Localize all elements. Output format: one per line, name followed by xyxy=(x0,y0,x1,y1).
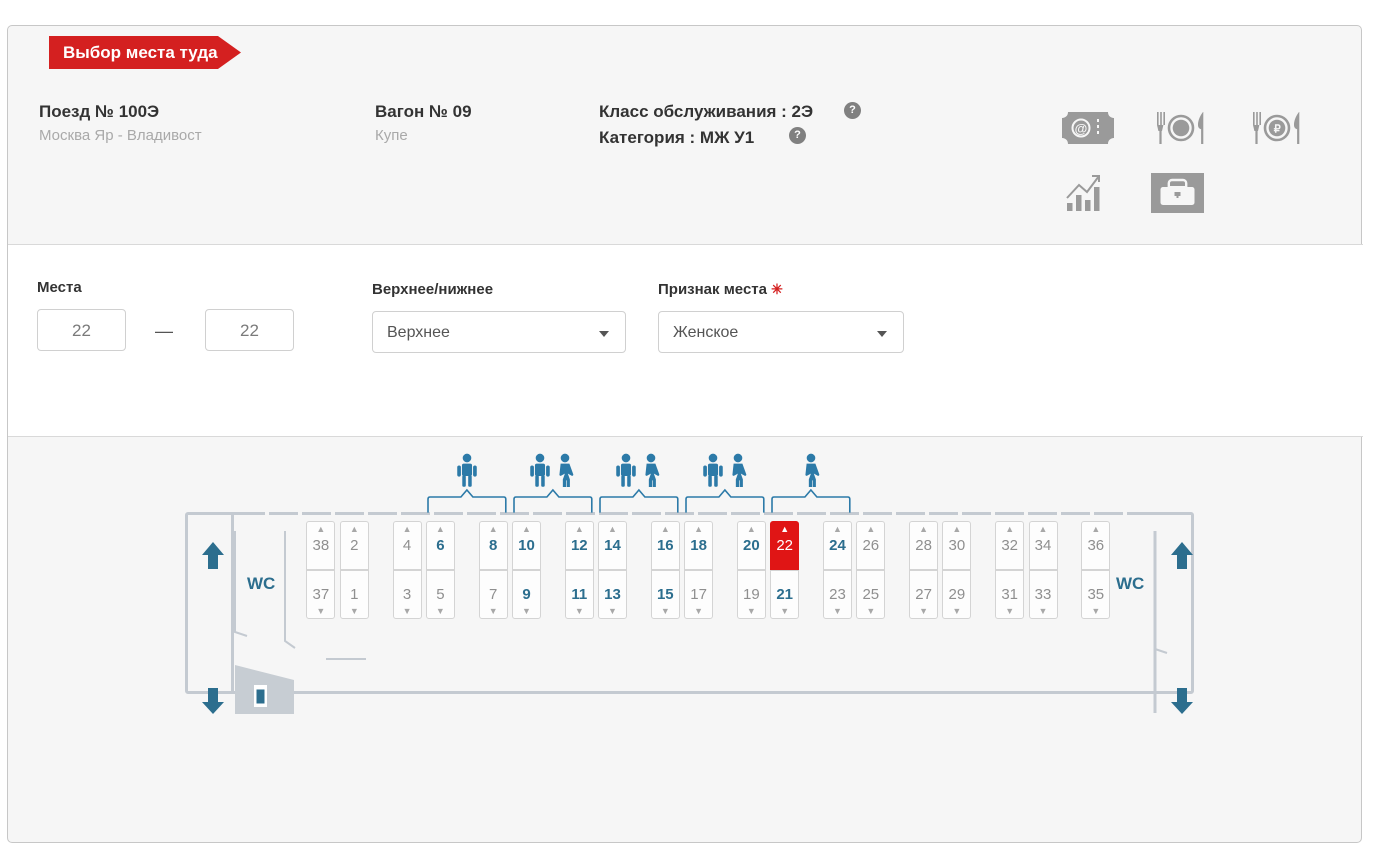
svg-text:₽: ₽ xyxy=(1274,124,1281,136)
svg-text:@: @ xyxy=(1075,121,1088,136)
